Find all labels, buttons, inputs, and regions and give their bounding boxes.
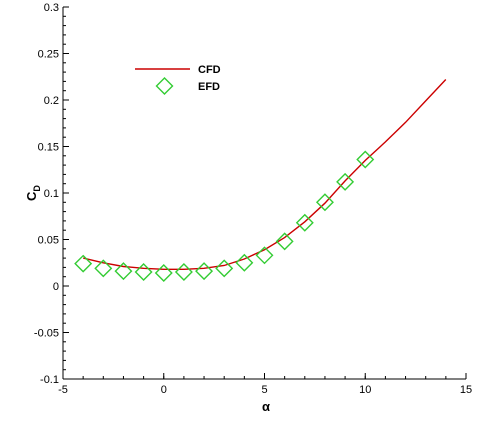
legend: CFD EFD xyxy=(135,64,221,95)
y-axis-title-main: C xyxy=(24,191,39,201)
y-tick-label: 0.25 xyxy=(38,49,59,61)
efd-point xyxy=(174,263,193,282)
efd-point xyxy=(235,253,254,272)
legend-label: EFD xyxy=(198,81,220,93)
x-axis-title: α xyxy=(262,399,270,414)
y-tick-label: 0.2 xyxy=(44,95,59,107)
efd-point xyxy=(255,246,274,265)
x-tick-label: 15 xyxy=(460,384,472,396)
legend-efd-swatch xyxy=(155,77,174,95)
svg-text:CD: CD xyxy=(24,185,42,201)
efd-point xyxy=(114,262,133,281)
y-tick-label: 0.15 xyxy=(38,142,59,154)
y-axis-title: CD xyxy=(24,185,42,201)
axes-frame xyxy=(62,7,466,380)
efd-point xyxy=(195,262,214,281)
y-axis-title-subscript: D xyxy=(32,185,42,192)
x-tick-label: -5 xyxy=(58,384,68,396)
plot-series xyxy=(74,79,447,282)
cfd-line xyxy=(83,79,447,270)
y-tick-label: -0.1 xyxy=(40,374,59,386)
efd-point xyxy=(295,213,314,232)
y-tick-label: 0 xyxy=(53,281,59,293)
x-tick-label: 5 xyxy=(261,384,267,396)
efd-point xyxy=(154,263,173,282)
x-tick-label: 0 xyxy=(161,384,167,396)
y-tick-label: -0.05 xyxy=(34,328,59,340)
efd-point xyxy=(275,232,294,251)
y-tick-label: 0.3 xyxy=(44,2,59,14)
y-tick-label: 0.1 xyxy=(44,188,59,200)
tick-labels: -5 0 5 10 15 -0.1 -0.05 0 0.05 0.1 0.15 0.2 0.25 0.3 xyxy=(34,2,472,396)
y-tick-label: 0.05 xyxy=(38,235,59,247)
efd-point xyxy=(336,172,355,191)
legend-label: CFD xyxy=(198,64,221,76)
tick-marks xyxy=(62,6,467,380)
efd-point xyxy=(74,254,93,273)
x-tick-label: 10 xyxy=(359,384,371,396)
efd-point xyxy=(315,193,334,212)
efd-point xyxy=(94,259,113,278)
efd-point xyxy=(215,259,234,278)
efd-point xyxy=(356,150,375,169)
efd-point xyxy=(134,263,153,282)
